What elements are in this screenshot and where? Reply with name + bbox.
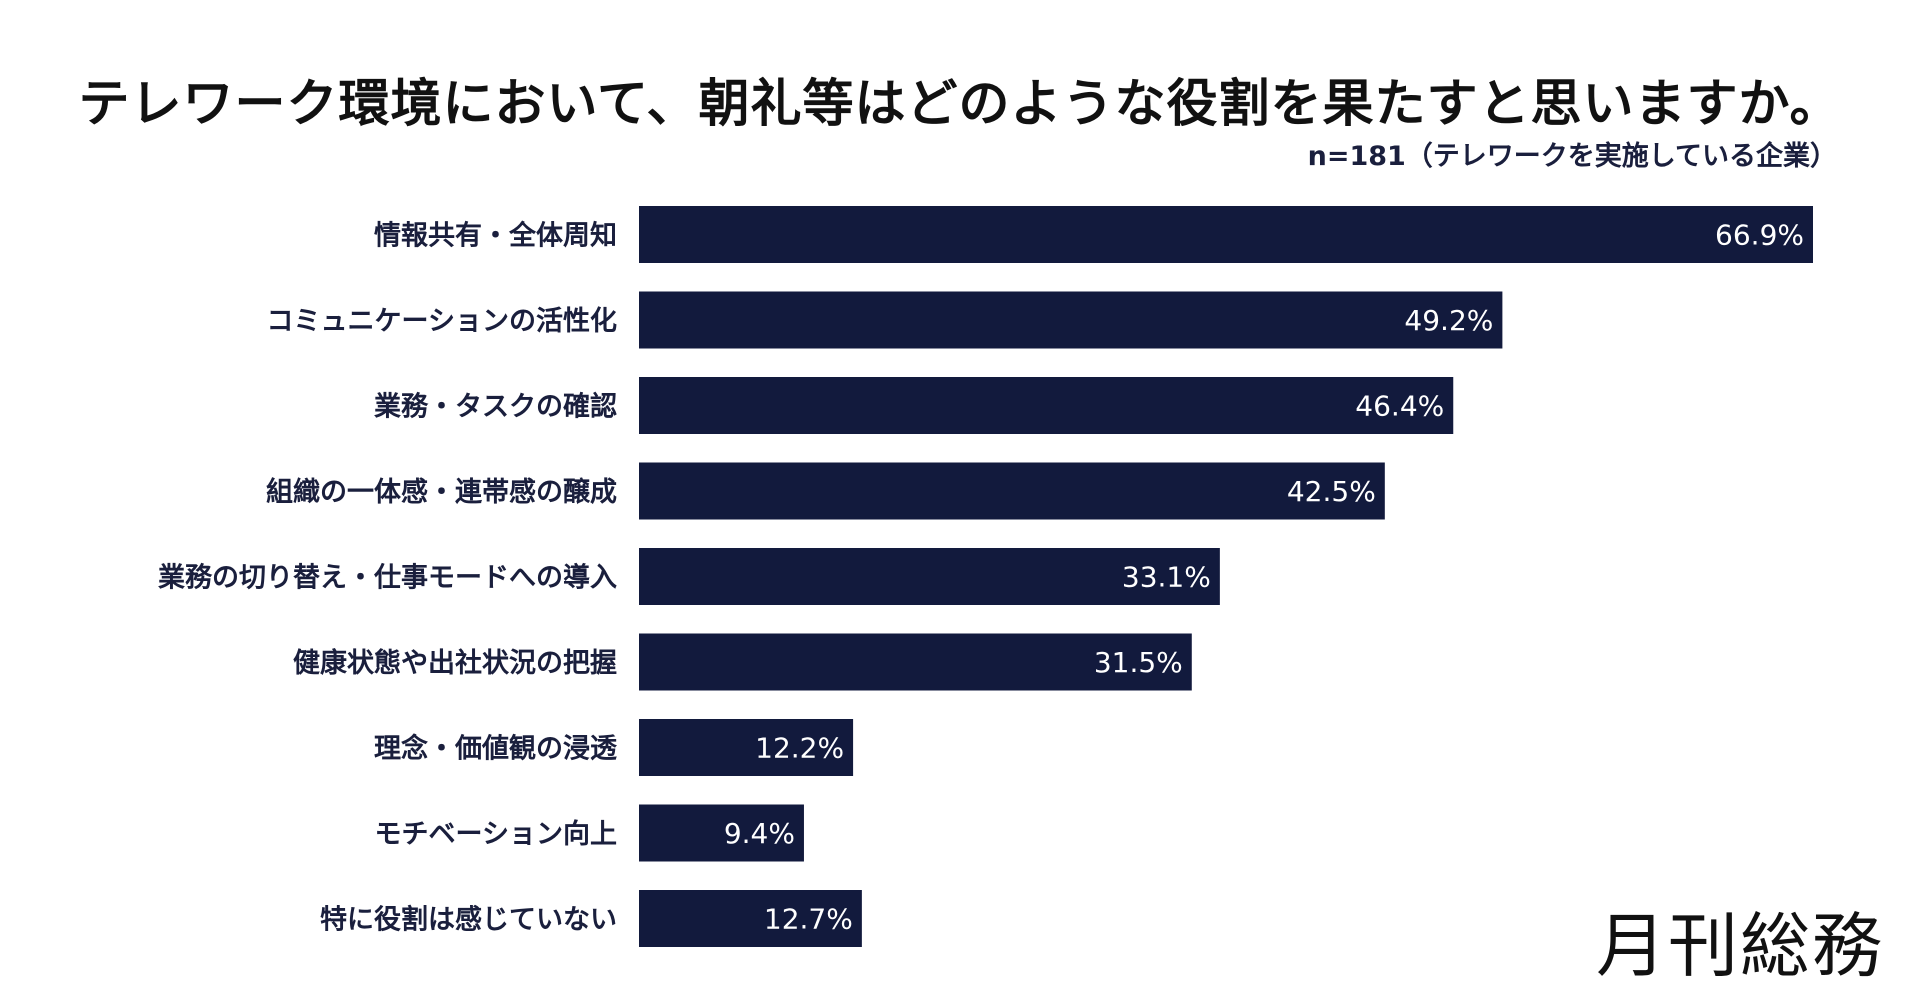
bar xyxy=(639,804,804,862)
category-label: 特に役割は感じていない xyxy=(320,904,617,936)
bar xyxy=(639,633,1192,691)
bar xyxy=(639,206,1813,263)
bar xyxy=(639,719,854,776)
chart-title: テレワーク環境において、朝礼等はどのような役割を果たすと思いますか。 xyxy=(78,75,1842,134)
chart-subtitle: n=181（テレワークを実施している企業） xyxy=(1307,141,1837,172)
data-label: 12.2% xyxy=(755,732,844,765)
category-label: モチベーション向上 xyxy=(375,818,617,850)
data-label: 46.4% xyxy=(1355,390,1444,423)
category-label: コミュニケーションの活性化 xyxy=(267,306,617,337)
bar xyxy=(639,377,1454,434)
category-label: 業務の切り替え・仕事モードへの導入 xyxy=(158,562,617,594)
bar xyxy=(639,890,862,947)
bar xyxy=(639,462,1385,520)
data-label: 49.2% xyxy=(1404,304,1493,337)
bar xyxy=(639,548,1220,605)
bar xyxy=(639,291,1503,349)
brand-logo: 月刊総務 xyxy=(1596,905,1884,987)
category-label: 情報共有・全体周知 xyxy=(374,220,617,252)
category-label: 組織の一体感・連帯感の醸成 xyxy=(266,476,617,508)
data-label: 9.4% xyxy=(724,817,795,850)
category-label: 理念・価値観の浸透 xyxy=(374,733,617,765)
data-label: 12.7% xyxy=(764,903,853,936)
category-label: 健康状態や出社状況の把握 xyxy=(293,647,617,679)
data-label: 66.9% xyxy=(1715,219,1804,252)
data-label: 42.5% xyxy=(1287,475,1376,508)
data-label: 31.5% xyxy=(1094,646,1183,679)
data-label: 33.1% xyxy=(1122,561,1211,594)
category-label: 業務・タスクの確認 xyxy=(374,391,617,423)
